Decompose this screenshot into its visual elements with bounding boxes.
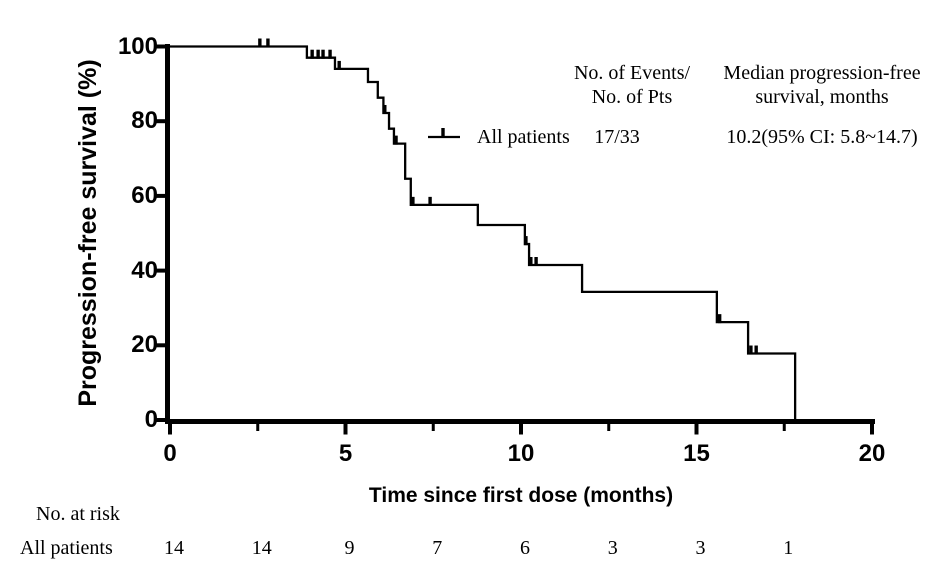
legend-series-name: All patients bbox=[477, 126, 570, 148]
risk-table-title: No. at risk bbox=[36, 503, 120, 525]
y-tick-label: 100 bbox=[117, 32, 158, 60]
legend-events-header-line1: No. of Events/ bbox=[573, 62, 691, 84]
y-tick-label: 20 bbox=[131, 331, 158, 359]
legend-median-header-line2: survival, months bbox=[755, 86, 889, 108]
risk-count: 1 bbox=[783, 537, 794, 559]
legend-events-header: No. of Events/ No. of Pts bbox=[520, 61, 744, 109]
legend-events-header-line2: No. of Pts bbox=[591, 86, 673, 108]
y-tick-label: 40 bbox=[131, 256, 158, 284]
x-axis-title: Time since first dose (months) bbox=[368, 484, 674, 507]
legend-median-header: Median progression-free survival, months bbox=[705, 61, 931, 109]
risk-count: 9 bbox=[344, 537, 355, 559]
risk-count: 14 bbox=[251, 537, 272, 559]
km-curve bbox=[170, 45, 797, 420]
y-axis-title: Progression-free survival (%) bbox=[74, 59, 102, 407]
legend-events-value: 17/33 bbox=[594, 126, 640, 148]
risk-row-label: All patients bbox=[20, 537, 113, 559]
y-tick-label: 60 bbox=[131, 181, 158, 209]
x-tick-label: 5 bbox=[338, 440, 353, 467]
risk-count: 3 bbox=[607, 537, 618, 559]
legend-marker-icon bbox=[428, 128, 460, 139]
x-tick-label: 15 bbox=[683, 440, 710, 467]
risk-count: 6 bbox=[520, 537, 530, 559]
x-tick-label: 10 bbox=[507, 440, 535, 467]
risk-count: 3 bbox=[695, 537, 706, 559]
risk-count: 7 bbox=[432, 537, 443, 559]
risk-count: 14 bbox=[164, 537, 184, 559]
y-tick-label: 0 bbox=[144, 406, 158, 433]
x-tick-label: 0 bbox=[163, 440, 177, 467]
y-tick-label: 80 bbox=[131, 107, 158, 135]
legend-median-header-line1: Median progression-free bbox=[723, 62, 921, 84]
legend-median-value: 10.2(95% CI: 5.8~14.7) bbox=[726, 126, 918, 148]
x-tick-label: 20 bbox=[858, 440, 886, 467]
